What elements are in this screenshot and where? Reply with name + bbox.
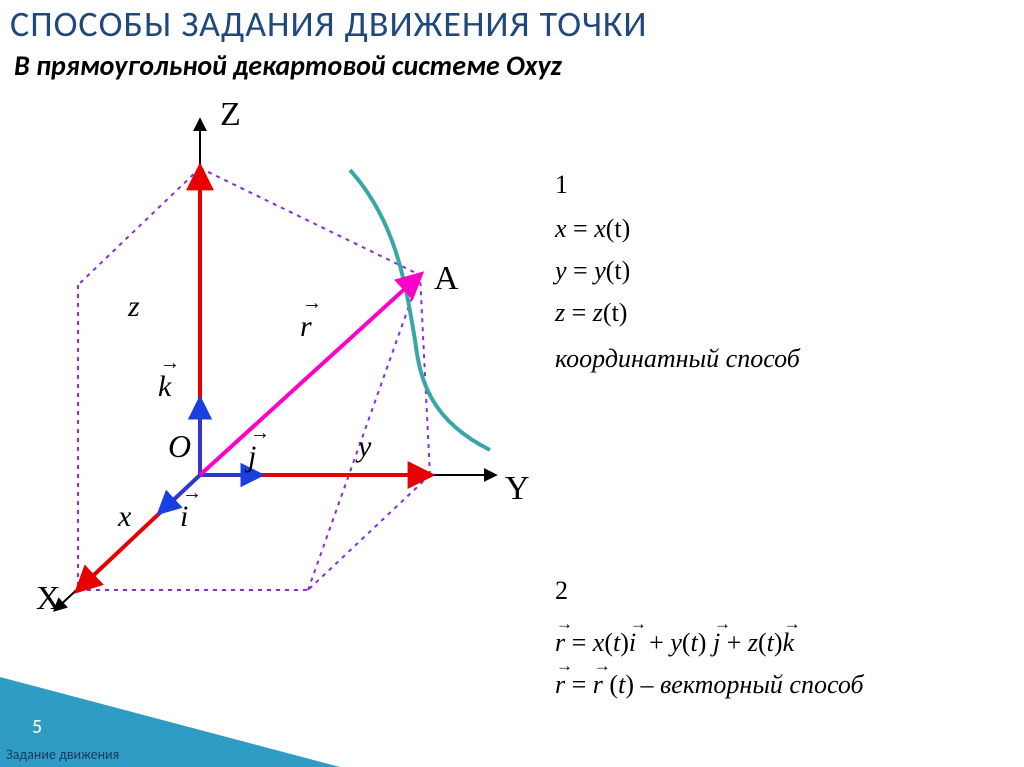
eq-zt: z = z(t) (555, 298, 627, 328)
label-Y: Y (505, 470, 530, 508)
label-Z: Z (220, 96, 241, 134)
label-j-vec: j (248, 440, 256, 474)
label-k-vec: k (158, 370, 171, 404)
label-y-small: y (358, 430, 371, 464)
label-x-small: x (118, 500, 131, 534)
slide-subtitle: В прямоугольной декартовой системе Oxyz (14, 48, 562, 83)
eq-r-t: r = r (t) – векторный способ (555, 670, 864, 700)
label-r-vec: r (300, 310, 312, 344)
eq-1-num: 1 (555, 170, 568, 200)
eq-r-ijk: r = x(t)i + y(t) j + z(t)k (555, 628, 794, 658)
label-O: O (168, 428, 191, 465)
footer-caption: Задание движения (6, 746, 119, 763)
eq-yt: y = y(t) (555, 256, 630, 286)
slide-number: 5 (32, 715, 42, 739)
label-i-vec: i (180, 500, 188, 534)
label-A: A (434, 260, 459, 298)
label-z-small: z (128, 290, 140, 324)
eq-coord-method: координатный способ (555, 344, 800, 374)
coordinate-diagram (0, 80, 540, 640)
eq-xt: x = x(t) (555, 214, 630, 244)
eq-2-num: 2 (555, 576, 568, 606)
label-X: X (36, 580, 61, 618)
slide-title: СПОСОБЫ ЗАДАНИЯ ДВИЖЕНИЯ ТОЧКИ (10, 2, 648, 46)
